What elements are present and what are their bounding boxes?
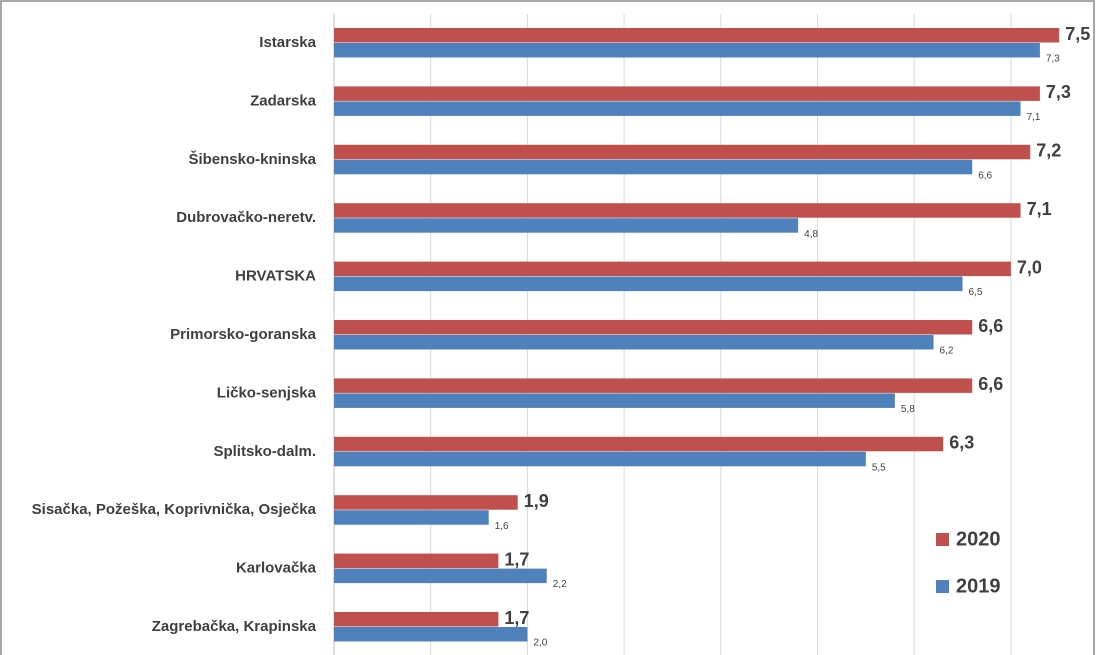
bar — [334, 451, 866, 467]
legend-swatch — [936, 580, 949, 593]
legend-label: 2020 — [956, 528, 1001, 550]
value-label: 7,3 — [1046, 82, 1071, 102]
bar — [334, 86, 1040, 101]
value-label: 7,1 — [1027, 199, 1052, 219]
value-label: 2,2 — [553, 579, 567, 590]
category-label: Primorsko-goranska — [170, 326, 317, 343]
value-label: 4,8 — [804, 229, 818, 240]
value-label: 6,6 — [978, 374, 1003, 394]
bar — [334, 144, 1031, 160]
value-label: 6,5 — [969, 287, 983, 298]
bar — [334, 568, 547, 584]
bar — [334, 203, 1021, 218]
category-label: Dubrovačko-neretv. — [176, 209, 316, 226]
value-label: 2,0 — [533, 638, 547, 649]
bar — [334, 495, 518, 510]
bar — [334, 320, 973, 335]
value-label: 5,8 — [901, 404, 915, 415]
bar — [334, 101, 1021, 116]
legend-label: 2019 — [956, 575, 1001, 597]
value-label: 6,6 — [978, 170, 992, 181]
value-label: 1,6 — [495, 521, 509, 532]
value-label: 6,6 — [978, 316, 1003, 336]
category-label: Zadarska — [250, 92, 317, 109]
value-label: 1,9 — [524, 491, 549, 511]
bar — [334, 261, 1011, 277]
value-label: 6,2 — [940, 346, 954, 357]
bar — [334, 218, 799, 233]
bar — [334, 159, 973, 175]
bar — [334, 43, 1040, 58]
category-label: Karlovačka — [236, 560, 317, 577]
bar — [334, 276, 963, 292]
bar — [334, 335, 934, 350]
bar — [334, 393, 895, 408]
category-label: Splitsko-dalm. — [213, 443, 316, 460]
bar — [334, 627, 528, 642]
value-label: 7,2 — [1036, 141, 1061, 161]
value-label: 6,3 — [949, 433, 974, 453]
value-label: 7,5 — [1065, 24, 1090, 44]
bar — [334, 612, 499, 627]
bar — [334, 553, 499, 569]
value-label: 7,1 — [1027, 112, 1041, 123]
value-label: 7,0 — [1017, 257, 1042, 277]
category-label: Istarska — [259, 34, 316, 51]
value-label: 5,5 — [872, 462, 886, 473]
bar — [334, 510, 489, 525]
category-label: Zagrebačka, Krapinska — [152, 618, 317, 635]
value-label: 1,7 — [504, 608, 529, 628]
category-label: HRVATSKA — [235, 268, 316, 285]
value-label: 1,7 — [504, 549, 529, 569]
value-label: 7,3 — [1046, 54, 1060, 65]
bar — [334, 436, 944, 452]
bar — [334, 378, 973, 393]
bar — [334, 28, 1060, 43]
legend-swatch — [936, 533, 949, 546]
category-label: Ličko-senjska — [217, 384, 317, 401]
category-label: Šibensko-kninska — [188, 150, 316, 168]
category-label: Sisačka, Požeška, Koprivnička, Osječka — [32, 501, 317, 518]
